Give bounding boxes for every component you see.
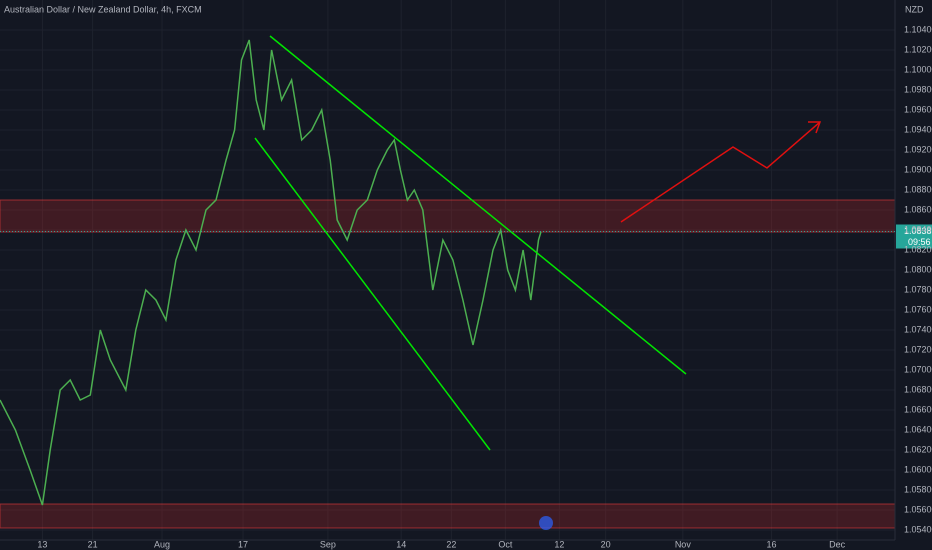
x-tick-label: 12 [554,539,564,549]
trend-line-lower [254,137,491,451]
x-tick-label: 20 [601,539,611,549]
zone [0,199,896,233]
y-tick-label: 1.06800 [904,384,932,394]
trend-line-upper [269,35,687,375]
y-tick-label: 1.05800 [904,484,932,494]
x-tick-label: 16 [767,539,777,549]
y-tick-label: 1.10000 [904,64,932,74]
y-tick-label: 1.09600 [904,104,932,114]
y-tick-label: 1.06400 [904,424,932,434]
y-tick-label: 1.08600 [904,204,932,214]
currency-label: NZD [905,4,924,14]
chart-title: Australian Dollar / New Zealand Dollar, … [4,4,202,14]
y-tick-label: 1.06200 [904,444,932,454]
y-tick-label: 1.08000 [904,264,932,274]
x-tick-label: 21 [88,539,98,549]
arrow-head [808,121,822,134]
y-tick-label: 1.08800 [904,184,932,194]
y-tick-label: 1.06000 [904,464,932,474]
y-tick-label: 1.09800 [904,84,932,94]
y-tick-label: 1.07400 [904,324,932,334]
y-tick-label: 1.07000 [904,364,932,374]
y-tick-label: 1.06600 [904,404,932,414]
x-tick-label: 13 [37,539,47,549]
projection-arrow [620,121,821,223]
x-tick-label: Nov [675,539,692,549]
price-label: 1.0838509:56 [0,224,932,249]
y-tick-label: 1.10400 [904,24,932,34]
series [0,39,542,506]
x-tick-label: 17 [238,539,248,549]
event-icon[interactable] [539,516,553,530]
x-tick-label: Aug [154,539,170,549]
y-tick-label: 1.09400 [904,124,932,134]
y-tick-label: 1.09200 [904,144,932,154]
y-tick-label: 1.08400 [904,224,932,234]
x-tick-label: Sep [320,539,336,549]
y-tick-label: 1.09000 [904,164,932,174]
x-tick-label: Dec [829,539,846,549]
x-tick-label: Oct [498,539,513,549]
y-tick-label: 1.08200 [904,244,932,254]
zones [0,199,896,529]
x-tick-label: 22 [446,539,456,549]
zone [0,503,896,529]
y-tick-label: 1.07600 [904,304,932,314]
y-tick-label: 1.07200 [904,344,932,354]
grid [0,0,895,540]
y-tick-label: 1.05400 [904,524,932,534]
x-tick-label: 14 [396,539,406,549]
y-tick-label: 1.10200 [904,44,932,54]
timer-text: 09:56 [908,237,931,247]
price-line [0,39,542,506]
last-price-text: 1.08385 [904,226,932,236]
y-tick-label: 1.05600 [904,504,932,514]
last-price-box [896,224,932,249]
y-tick-label: 1.07800 [904,284,932,294]
